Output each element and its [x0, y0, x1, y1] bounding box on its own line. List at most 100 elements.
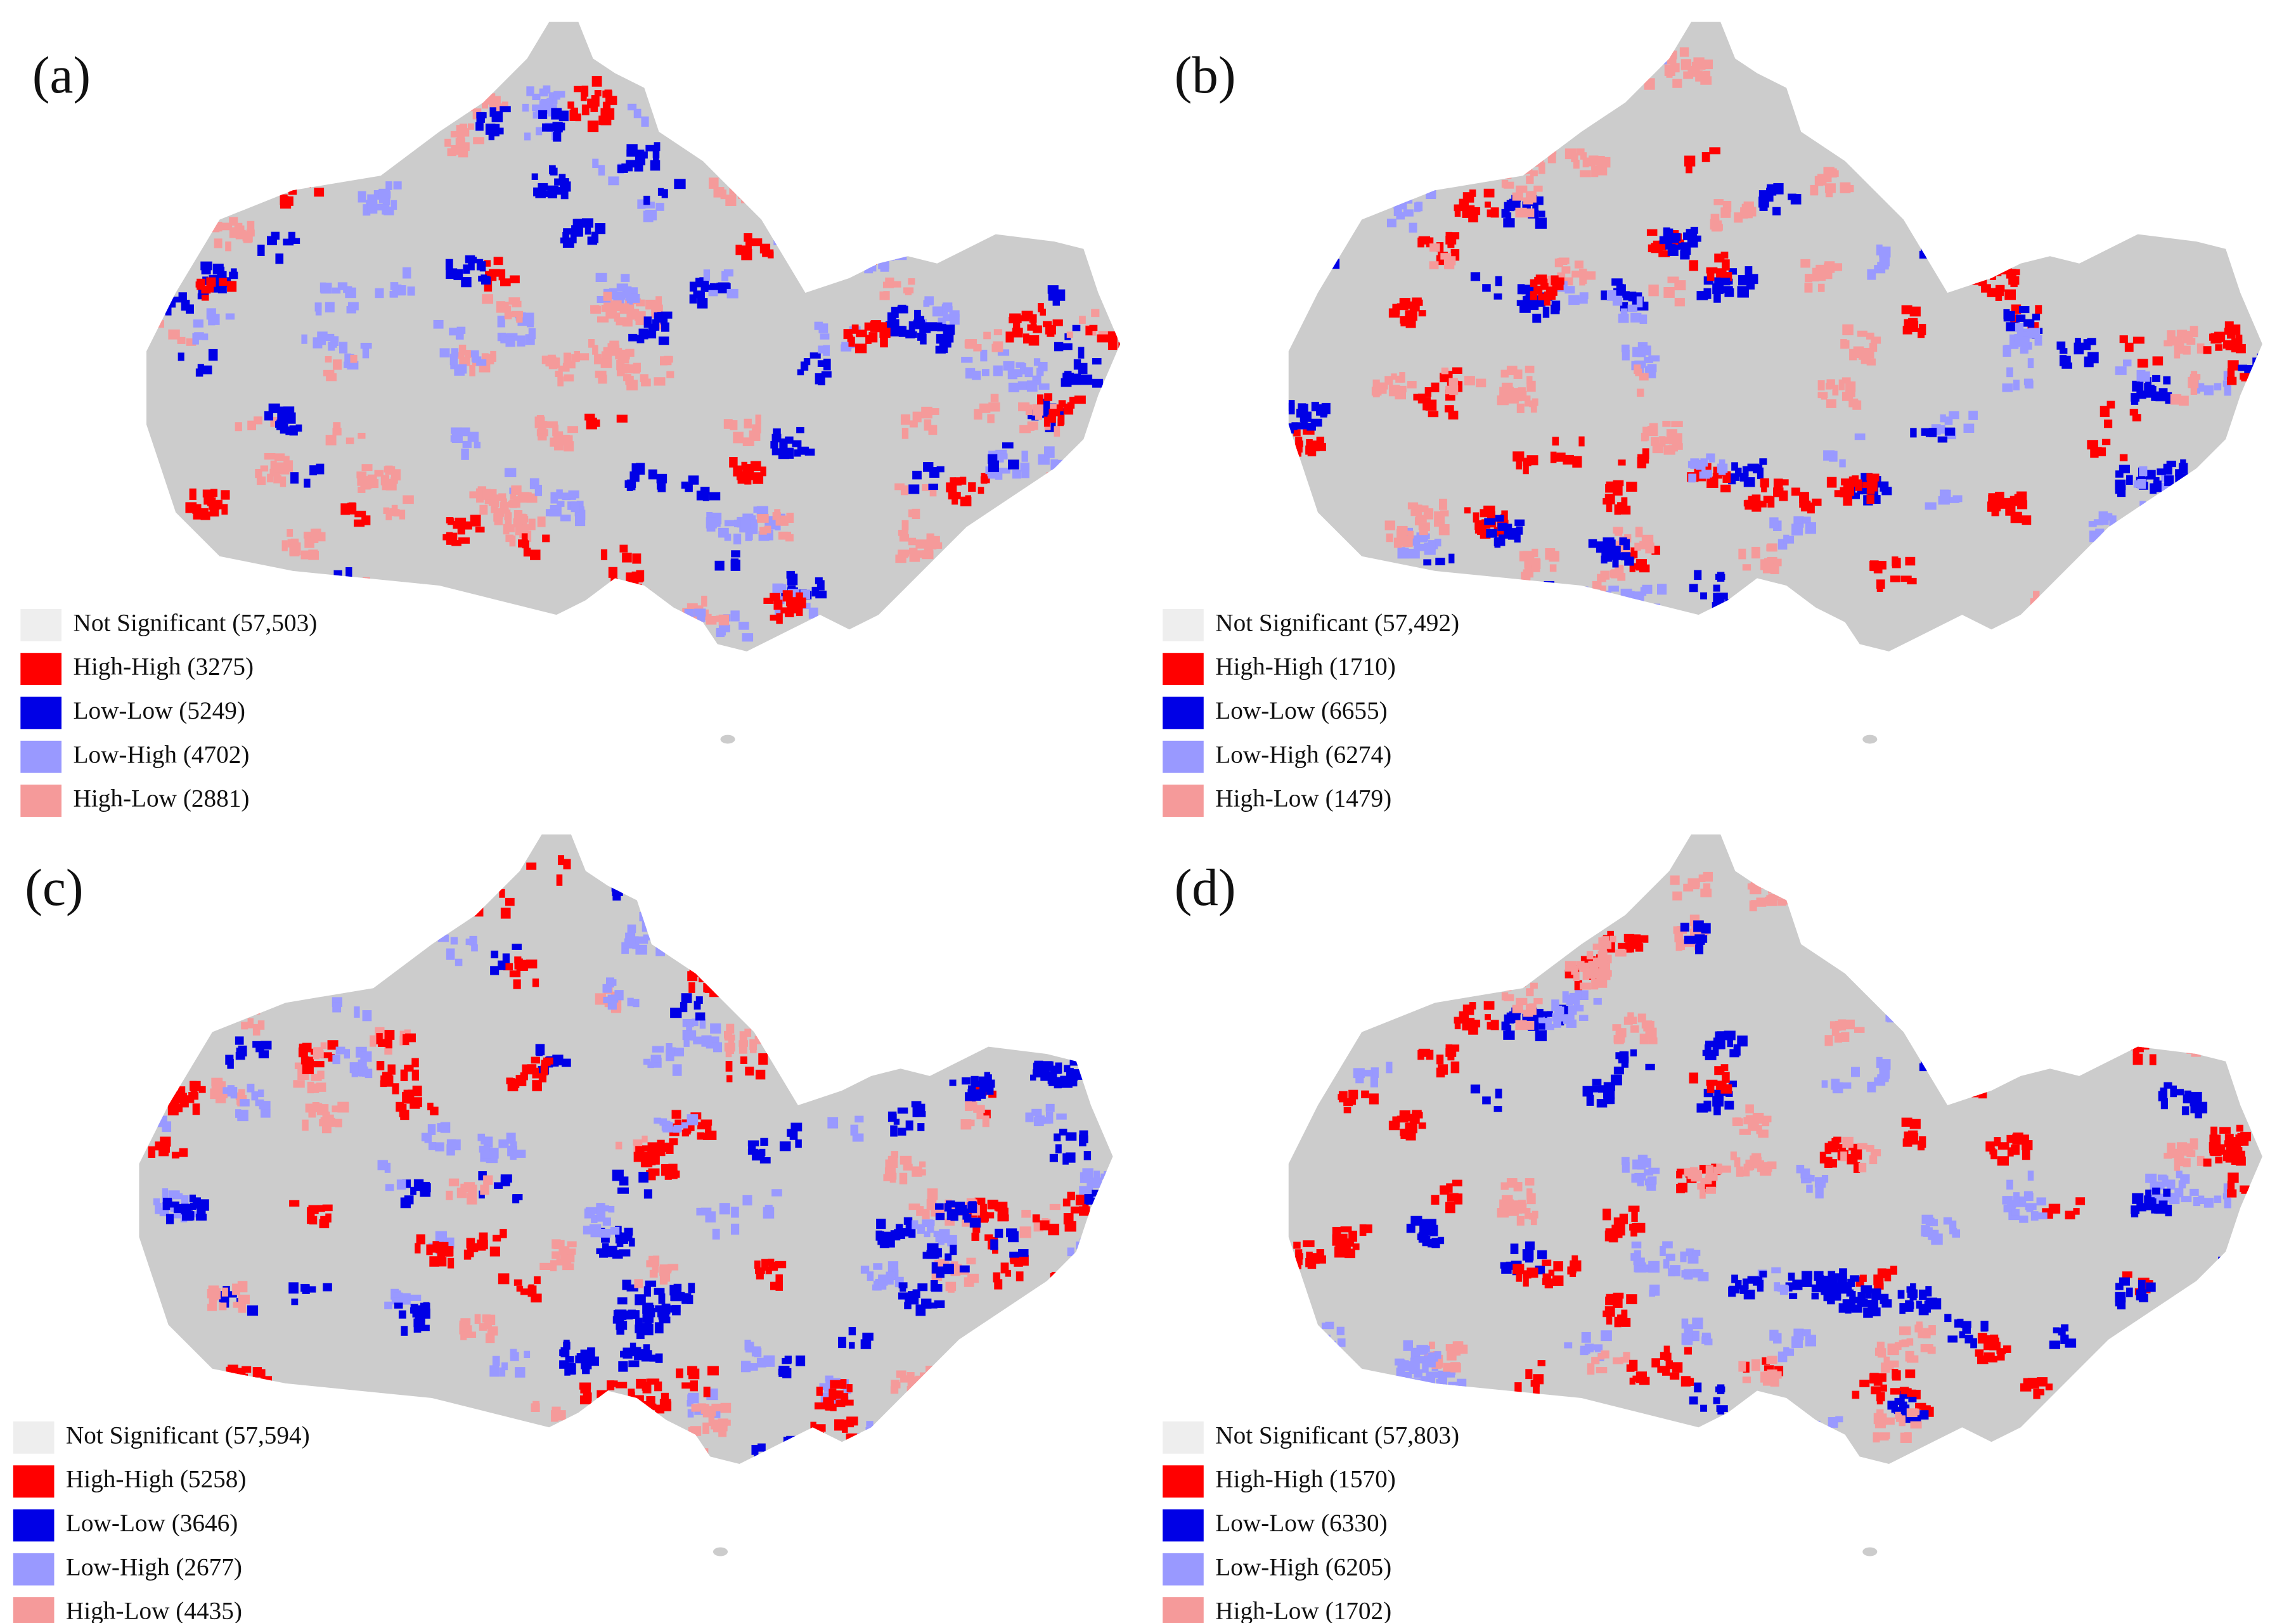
cluster-cell — [1666, 70, 1673, 78]
cluster-cell — [688, 1283, 695, 1293]
cluster-cell — [278, 593, 286, 605]
cluster-cell — [501, 1362, 508, 1371]
cluster-cell — [1987, 153, 1995, 164]
cluster-cell — [842, 1420, 848, 1428]
cluster-cell — [1429, 261, 1439, 269]
cluster-cell — [1578, 436, 1585, 447]
cluster-cell — [2175, 469, 2183, 477]
cluster-cell — [358, 432, 366, 439]
cluster-cell — [1043, 416, 1050, 427]
cluster-cell — [1304, 181, 1312, 191]
cluster-cell — [1636, 296, 1643, 308]
cluster-cell — [597, 295, 609, 304]
cluster-cell — [475, 488, 483, 499]
cluster-cell — [1028, 210, 1040, 219]
cluster-cell — [1424, 546, 1436, 555]
cluster-cell — [1896, 83, 1907, 90]
cluster-cell — [2105, 137, 2113, 148]
cluster-cell — [1062, 1198, 1071, 1207]
cluster-cell — [505, 897, 515, 906]
cluster-cell — [195, 866, 207, 874]
cluster-cell — [215, 574, 222, 584]
cluster-cell — [695, 1012, 706, 1021]
cluster-cell — [2139, 466, 2148, 477]
cluster-cell — [410, 1186, 416, 1195]
cluster-cell — [846, 1419, 855, 1428]
cluster-cell — [900, 485, 908, 496]
cluster-cell — [823, 933, 832, 946]
cluster-cell — [2130, 197, 2140, 208]
cluster-cell — [1025, 404, 1033, 416]
cluster-cell — [701, 965, 710, 974]
cluster-cell — [2116, 533, 2127, 541]
cluster-cell — [1085, 1262, 1095, 1274]
cluster-cell — [728, 1044, 735, 1054]
cluster-cell — [641, 378, 651, 387]
cluster-cell — [1043, 978, 1052, 989]
cluster-cell — [515, 527, 522, 536]
cluster-cell — [878, 1274, 888, 1286]
cluster-cell — [2205, 599, 2216, 607]
cluster-cell — [576, 1450, 583, 1461]
cluster-cell — [303, 531, 314, 539]
cluster-cell — [1058, 400, 1066, 407]
cluster-cell — [820, 154, 832, 163]
cluster-cell — [503, 963, 513, 971]
cluster-cell — [2119, 454, 2128, 461]
cluster-cell — [794, 449, 801, 457]
cluster-cell — [1663, 445, 1675, 455]
cluster-cell — [220, 222, 233, 231]
cluster-cell — [759, 93, 771, 105]
cluster-cell — [229, 125, 238, 133]
cluster-cell — [820, 68, 830, 76]
cluster-cell — [243, 1382, 254, 1389]
cluster-cell — [395, 630, 406, 639]
cluster-cell — [1843, 496, 1853, 506]
cluster-cell — [927, 1188, 938, 1200]
cluster-cell — [2249, 123, 2258, 131]
cluster-cell — [1306, 439, 1313, 450]
cluster-cell — [1892, 82, 1900, 89]
cluster-cell — [1937, 436, 1948, 443]
cluster-cell — [1628, 41, 1638, 47]
cluster-cell — [403, 1034, 409, 1046]
cluster-cell — [597, 1390, 609, 1399]
cluster-cell — [393, 509, 400, 516]
cluster-cell — [761, 874, 771, 881]
cluster-cell — [794, 70, 802, 78]
cluster-cell — [1609, 570, 1619, 578]
cluster-cell — [528, 328, 536, 340]
cluster-cell — [314, 302, 322, 309]
cluster-cell — [2246, 119, 2254, 126]
cluster-cell — [1067, 486, 1075, 495]
cluster-cell — [1505, 212, 1512, 221]
cluster-cell — [1065, 1312, 1073, 1323]
cluster-cell — [1445, 386, 1456, 395]
cluster-cell — [2234, 582, 2243, 593]
cluster-cell — [302, 1285, 310, 1295]
cluster-cell — [1045, 1112, 1054, 1124]
cluster-cell — [2158, 635, 2170, 647]
cluster-cell — [411, 1058, 419, 1068]
cluster-cell — [716, 976, 725, 988]
cluster-cell — [955, 910, 964, 922]
cluster-cell — [958, 916, 970, 923]
legend-swatch — [1163, 696, 1204, 729]
cluster-cell — [2076, 586, 2087, 595]
cluster-cell — [1994, 269, 2002, 276]
cluster-cell — [2015, 651, 2026, 662]
cluster-cell — [476, 112, 486, 123]
cluster-cell — [1325, 577, 1333, 587]
cluster-cell — [2238, 580, 2251, 587]
cluster-cell — [1372, 115, 1381, 122]
cluster-cell — [370, 885, 378, 895]
cluster-cell — [1442, 598, 1452, 606]
cluster-cell — [868, 332, 878, 343]
cluster-cell — [1689, 260, 1699, 271]
cluster-cell — [820, 1435, 830, 1444]
cluster-cell — [930, 1416, 939, 1426]
cluster-cell — [1409, 222, 1417, 233]
cluster-cell — [1939, 69, 1948, 82]
cluster-cell — [498, 493, 506, 501]
cluster-cell — [2206, 619, 2213, 631]
